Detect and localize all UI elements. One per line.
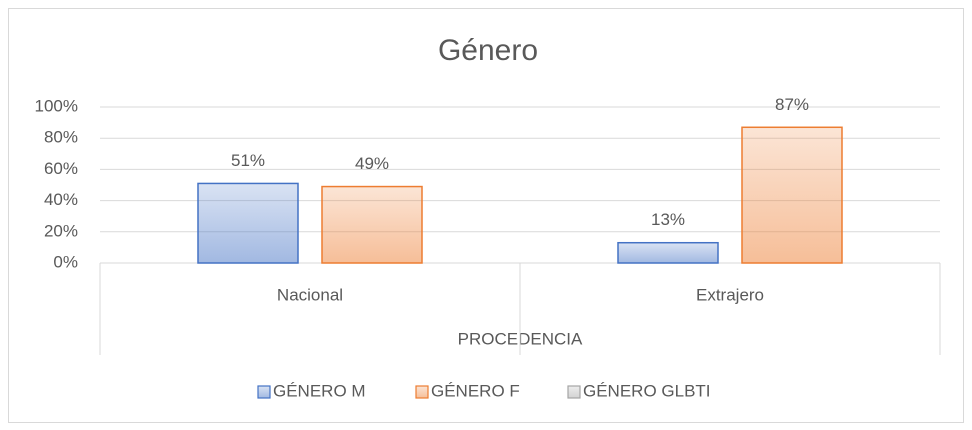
legend-swatch: [415, 385, 429, 399]
legend-swatch: [257, 385, 271, 399]
bar: [741, 126, 843, 264]
legend-label: GÉNERO GLBTI: [583, 381, 711, 400]
y-tick-label: 80%: [44, 128, 78, 147]
chart-title: Género: [438, 34, 538, 67]
x-tick-label: Nacional: [277, 285, 343, 304]
y-tick-label: 0%: [53, 252, 78, 271]
legend-label: GÉNERO M: [273, 381, 366, 400]
x-tick-label: Extrajero: [696, 285, 764, 304]
legend-label: GÉNERO F: [431, 381, 520, 400]
data-label: 13%: [651, 210, 685, 229]
data-label: 49%: [355, 154, 389, 173]
bar: [321, 185, 423, 264]
y-tick-label: 20%: [44, 221, 78, 240]
data-label: 51%: [231, 151, 265, 170]
legend-swatch: [567, 385, 581, 399]
y-tick-label: 100%: [35, 96, 78, 115]
y-tick-label: 60%: [44, 159, 78, 178]
y-tick-label: 40%: [44, 190, 78, 209]
data-label: 87%: [775, 95, 809, 114]
bar: [197, 182, 299, 264]
bar: [617, 241, 719, 264]
